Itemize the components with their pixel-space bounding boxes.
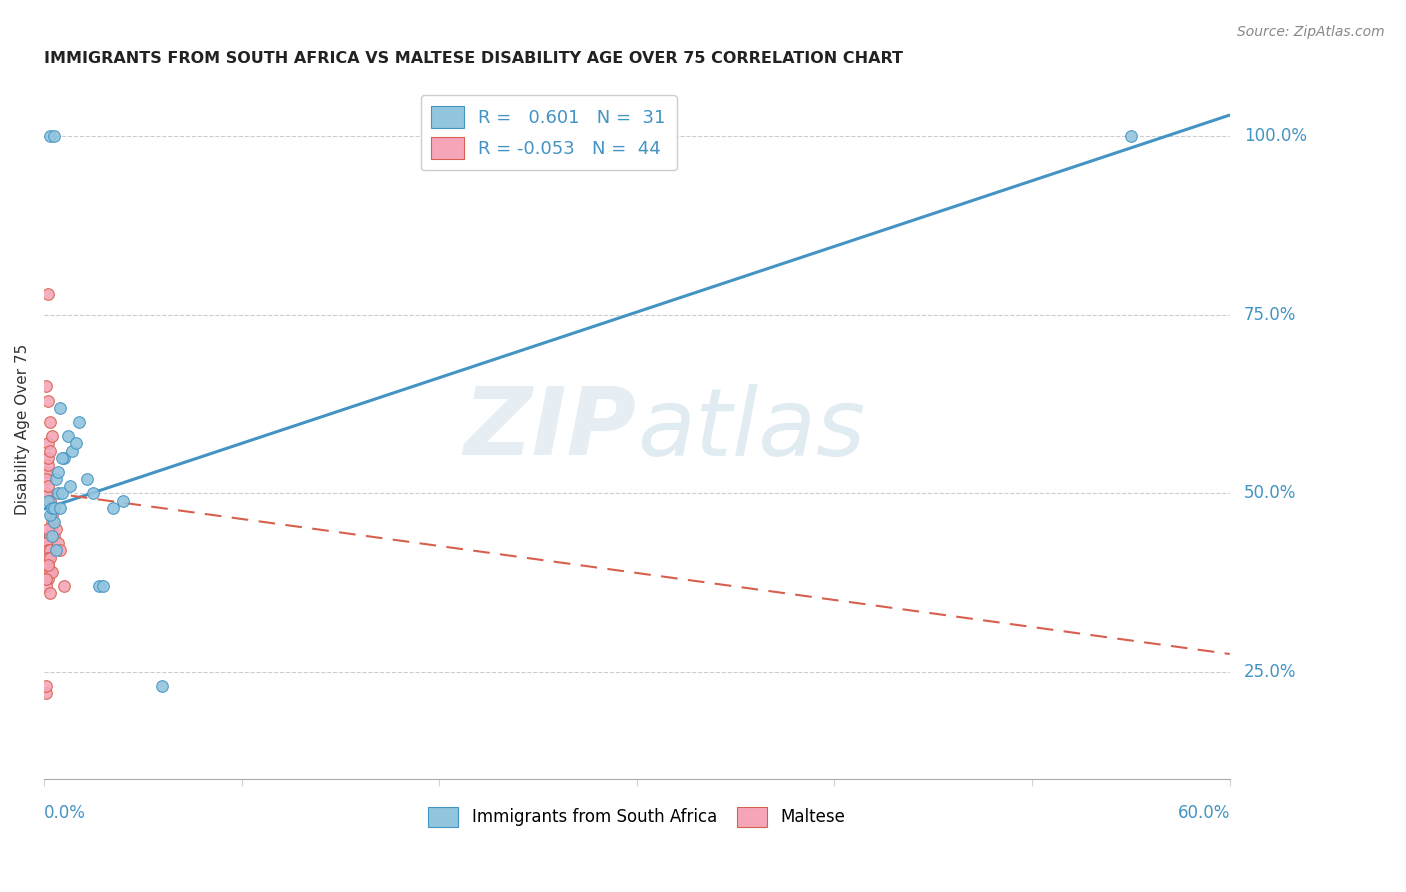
Point <box>37 572 59 586</box>
Point <box>37 550 59 565</box>
Text: Source: ZipAtlas.com: Source: ZipAtlas.com <box>1237 25 1385 39</box>
Point <box>42 515 65 529</box>
Point <box>48 401 70 415</box>
Text: ZIP: ZIP <box>464 384 637 475</box>
Point <box>45 522 67 536</box>
Text: 25.0%: 25.0% <box>1244 663 1296 681</box>
Point <box>46 465 69 479</box>
Point <box>35 572 58 586</box>
Point <box>65 436 87 450</box>
Text: IMMIGRANTS FROM SOUTH AFRICA VS MALTESE DISABILITY AGE OVER 75 CORRELATION CHART: IMMIGRANTS FROM SOUTH AFRICA VS MALTESE … <box>44 51 903 66</box>
Point <box>101 500 124 515</box>
Point <box>35 465 58 479</box>
Point <box>42 500 65 515</box>
Point <box>35 536 58 550</box>
Point <box>38 565 60 579</box>
Point <box>52 450 75 465</box>
Y-axis label: Disability Age Over 75: Disability Age Over 75 <box>15 343 30 515</box>
Point <box>45 472 67 486</box>
Point <box>41 565 63 579</box>
Point <box>37 450 59 465</box>
Point <box>37 458 59 472</box>
Point <box>35 579 58 593</box>
Point <box>41 429 63 443</box>
Point <box>38 529 60 543</box>
Point <box>45 543 67 558</box>
Text: 75.0%: 75.0% <box>1244 306 1296 324</box>
Point <box>38 543 60 558</box>
Point <box>35 679 58 693</box>
Point <box>91 579 114 593</box>
Point <box>37 558 59 572</box>
Point <box>35 486 58 500</box>
Point <box>41 500 63 515</box>
Point <box>35 550 58 565</box>
Point <box>41 515 63 529</box>
Point <box>37 436 59 450</box>
Point <box>38 443 60 458</box>
Point <box>37 558 59 572</box>
Point <box>37 393 59 408</box>
Point <box>38 529 60 543</box>
Point <box>89 579 111 593</box>
Point <box>51 450 73 465</box>
Point <box>35 686 58 700</box>
Point <box>38 129 60 144</box>
Point <box>60 443 83 458</box>
Point <box>42 529 65 543</box>
Point <box>37 479 59 493</box>
Point <box>46 536 69 550</box>
Point <box>37 543 59 558</box>
Point <box>46 486 69 500</box>
Point <box>42 500 65 515</box>
Point <box>56 429 79 443</box>
Text: 60.0%: 60.0% <box>1177 804 1230 822</box>
Point <box>41 508 63 522</box>
Point <box>41 529 63 543</box>
Text: 0.0%: 0.0% <box>44 804 86 822</box>
Legend: Immigrants from South Africa, Maltese: Immigrants from South Africa, Maltese <box>422 800 852 833</box>
Text: atlas: atlas <box>637 384 865 475</box>
Point <box>48 543 70 558</box>
Point <box>1119 129 1142 144</box>
Point <box>58 479 80 493</box>
Text: 100.0%: 100.0% <box>1244 128 1306 145</box>
Point <box>82 486 104 500</box>
Point <box>38 508 60 522</box>
Point <box>38 493 60 508</box>
Point <box>51 486 73 500</box>
Point <box>37 522 59 536</box>
Point <box>38 586 60 600</box>
Point <box>38 536 60 550</box>
Point <box>38 550 60 565</box>
Point <box>41 522 63 536</box>
Point <box>52 579 75 593</box>
Point <box>37 543 59 558</box>
Point <box>37 286 59 301</box>
Point <box>48 500 70 515</box>
Point <box>152 679 174 693</box>
Point <box>69 415 91 429</box>
Point <box>42 500 65 515</box>
Point <box>111 493 134 508</box>
Point <box>38 415 60 429</box>
Point <box>42 129 65 144</box>
Point <box>35 472 58 486</box>
Point <box>76 472 98 486</box>
Point <box>35 379 58 393</box>
Text: 50.0%: 50.0% <box>1244 484 1296 502</box>
Point <box>37 493 59 508</box>
